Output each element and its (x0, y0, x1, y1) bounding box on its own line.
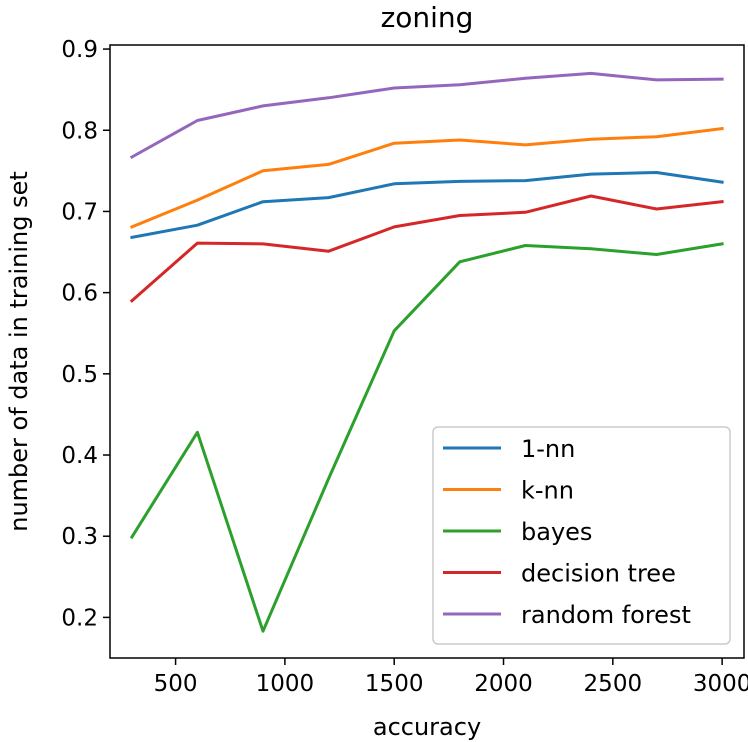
y-tick-label: 0.7 (61, 199, 98, 225)
series-line-1 (129, 126, 724, 229)
x-tick-label: 3000 (693, 671, 748, 697)
plot-area (129, 71, 724, 633)
legend-label: k-nn (521, 477, 574, 505)
legend-label: decision tree (521, 560, 676, 588)
y-tick-label: 0.3 (61, 524, 98, 550)
x-tick-label: 1500 (365, 671, 424, 697)
legend-box (432, 426, 731, 645)
x-tick-label: 1000 (256, 671, 315, 697)
y-tick-label: 0.8 (61, 118, 98, 144)
x-axis-label: accuracy (373, 713, 481, 741)
plot-frame (109, 44, 745, 659)
y-tick-label: 0.4 (61, 443, 98, 469)
x-tick-label: 2500 (584, 671, 643, 697)
legend: 1-nn k-nn bayes decision tree random forest (432, 426, 731, 645)
series-line-3 (129, 194, 724, 303)
legend-label: random forest (521, 601, 691, 629)
x-tick-label: 500 (154, 671, 198, 697)
y-axis-label: number of data in training set (5, 171, 33, 532)
legend-label: 1-nn (521, 435, 575, 463)
y-tick-label: 0.9 (61, 37, 98, 63)
series-line-4 (129, 71, 724, 160)
series-line-0 (130, 171, 724, 240)
axes: 500 1000 1500 2000 2500 3000 0.2 0.3 0.4 0.5 0.6 0.… (61, 37, 748, 697)
chart-title: zoning (381, 1, 474, 34)
y-tick-label: 0.5 (61, 362, 98, 388)
x-tick-label: 2000 (474, 671, 533, 697)
y-tick-label: 0.6 (61, 281, 98, 307)
y-tick-label: 0.2 (61, 605, 98, 631)
series-line-2 (129, 242, 724, 633)
legend-label: bayes (521, 518, 592, 546)
